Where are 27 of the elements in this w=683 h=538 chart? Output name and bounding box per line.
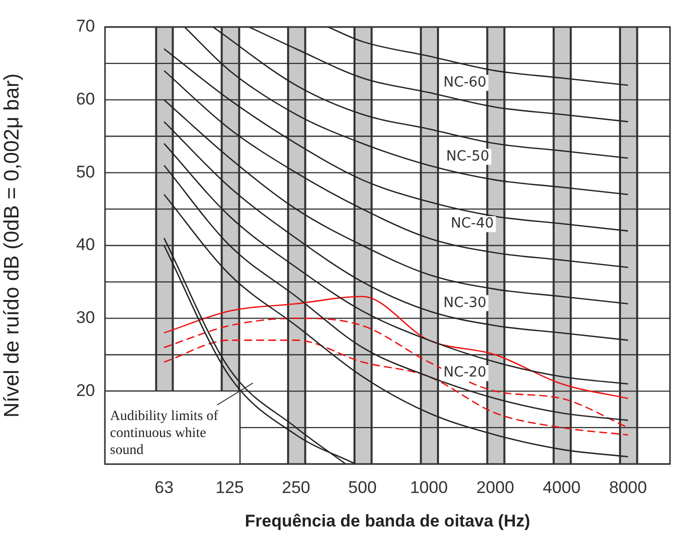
x-tick-label: 8000	[609, 478, 647, 497]
annotation: NC-30	[443, 294, 486, 311]
y-axis-title: Nível de ruído dB (0dB = 0,002μ bar)	[0, 73, 24, 418]
x-tick-label: 2000	[476, 478, 514, 497]
x-tick-label: 63	[154, 478, 174, 497]
x-tick-label: 1000	[410, 478, 448, 497]
y-tick-label: 20	[76, 380, 95, 400]
line-series	[163, 48, 629, 232]
x-tick-label: 4000	[542, 478, 581, 497]
annotation: NC-40	[450, 216, 494, 232]
line-series	[163, 70, 629, 268]
x-tick-label: 500	[348, 478, 377, 497]
line-series	[163, 142, 629, 385]
y-tick-label: 30	[76, 308, 95, 328]
y-tick-label: 40	[76, 235, 95, 254]
x-tick-label: 125	[216, 478, 244, 497]
x-axis-title: Frequência de banda de oitava (Hz)	[244, 511, 530, 530]
annotation: NC-50	[446, 148, 490, 164]
x-tick-label: 250	[282, 478, 310, 497]
annotation: NC-60	[443, 74, 486, 91]
y-tick-label: 50	[76, 162, 95, 182]
annotation: Audibility limits of continuous white sound	[110, 409, 218, 458]
y-tick-label: 70	[76, 16, 95, 36]
annotation: NC-20	[443, 364, 486, 381]
line-series	[163, 121, 629, 341]
y-tick-label: 60	[76, 90, 95, 109]
line-series	[163, 296, 629, 400]
